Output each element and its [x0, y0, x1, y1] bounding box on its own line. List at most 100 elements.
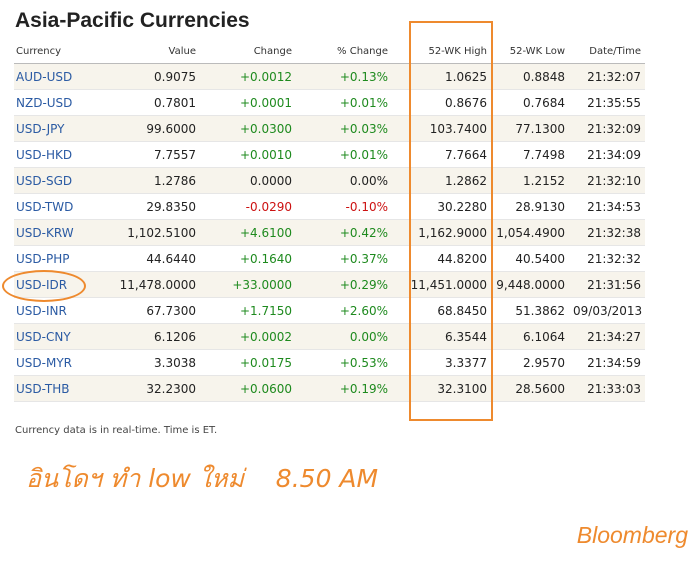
currency-link[interactable]: USD-PHP [16, 251, 70, 266]
cell-52wk-low: 0.8848 [491, 63, 569, 90]
cell-datetime: 21:35:55 [569, 89, 645, 116]
cell-currency[interactable]: USD-KRW [14, 219, 106, 246]
cell-change: +33.0000 [200, 271, 296, 298]
cell-value: 44.6440 [106, 245, 200, 272]
cell-52wk-high: 68.8450 [392, 297, 491, 324]
cell-currency[interactable]: AUD-USD [14, 63, 106, 90]
page-title: Asia-Pacific Currencies [15, 9, 250, 32]
table-row: USD-TWD 29.8350 -0.0290 -0.10% 30.2280 28.913… [14, 193, 645, 220]
cell-52wk-high: 3.3377 [392, 349, 491, 376]
currency-link[interactable]: USD-MYR [16, 355, 72, 370]
cell-52wk-high: 11,451.0000 [392, 271, 491, 298]
cell-value: 1,102.5100 [106, 219, 200, 246]
cell-value: 1.2786 [106, 167, 200, 194]
footnote: Currency data is in real-time. Time is E… [15, 425, 218, 436]
brand-watermark: Bloomberg [576, 522, 688, 548]
header-datetime[interactable]: Date/Time [569, 39, 645, 64]
cell-currency[interactable]: USD-THB [14, 375, 106, 402]
cell-52wk-low: 2.9570 [491, 349, 569, 376]
header-change[interactable]: Change [200, 39, 296, 64]
cell-change: +0.0600 [200, 375, 296, 402]
currency-link[interactable]: USD-IDR [16, 277, 68, 292]
cell-52wk-low: 28.5600 [491, 375, 569, 402]
cell-datetime: 21:34:27 [569, 323, 645, 350]
cell-datetime: 21:33:03 [569, 375, 645, 402]
cell-currency[interactable]: USD-SGD [14, 167, 106, 194]
header-currency[interactable]: Currency [14, 39, 106, 64]
cell-52wk-low: 6.1064 [491, 323, 569, 350]
table-row: USD-KRW 1,102.5100 +4.6100 +0.42% 1,162.9000… [14, 219, 645, 246]
table-row: USD-MYR 3.3038 +0.0175 +0.53% 3.3377 2.9570 21… [14, 349, 645, 376]
cell-currency[interactable]: USD-MYR [14, 349, 106, 376]
cell-52wk-high: 32.3100 [392, 375, 491, 402]
cell-datetime: 09/03/2013 [569, 297, 645, 324]
cell-change: +0.0012 [200, 63, 296, 90]
cell-change: +0.0001 [200, 89, 296, 116]
table-row: USD-JPY 99.6000 +0.0300 +0.03% 103.7400 77.13… [14, 115, 645, 142]
header-52wk-low[interactable]: 52-WK Low [491, 39, 569, 64]
currency-link[interactable]: USD-SGD [16, 173, 73, 188]
cell-currency[interactable]: USD-CNY [14, 323, 106, 350]
cell-52wk-high: 1.2862 [392, 167, 491, 194]
cell-52wk-high: 30.2280 [392, 193, 491, 220]
cell-change: +0.0175 [200, 349, 296, 376]
cell-pct-change: 0.00% [296, 323, 392, 350]
cell-pct-change: +0.42% [296, 219, 392, 246]
cell-value: 3.3038 [106, 349, 200, 376]
cell-pct-change: +0.01% [296, 89, 392, 116]
annotation-text: อินโดฯ ทำ low ใหม่ 8.50 AM [26, 464, 379, 493]
table-row: USD-SGD 1.2786 0.0000 0.00% 1.2862 1.2152 21:3… [14, 167, 645, 194]
cell-currency[interactable]: USD-PHP [14, 245, 106, 272]
cell-value: 67.7300 [106, 297, 200, 324]
cell-52wk-low: 0.7684 [491, 89, 569, 116]
cell-change: +0.0300 [200, 115, 296, 142]
cell-52wk-high: 0.8676 [392, 89, 491, 116]
cell-datetime: 21:32:07 [569, 63, 645, 90]
header-pct-change[interactable]: % Change [296, 39, 392, 64]
cell-currency[interactable]: USD-IDR [14, 271, 106, 298]
cell-52wk-high: 1,162.9000 [392, 219, 491, 246]
cell-52wk-low: 51.3862 [491, 297, 569, 324]
cell-52wk-low: 7.7498 [491, 141, 569, 168]
cell-pct-change: 0.00% [296, 167, 392, 194]
currency-link[interactable]: USD-THB [16, 381, 70, 396]
cell-currency[interactable]: NZD-USD [14, 89, 106, 116]
cell-pct-change: +0.53% [296, 349, 392, 376]
currency-link[interactable]: USD-TWD [16, 199, 74, 214]
cell-currency[interactable]: USD-INR [14, 297, 106, 324]
cell-pct-change: +0.37% [296, 245, 392, 272]
currency-link[interactable]: NZD-USD [16, 95, 73, 110]
header-52wk-high[interactable]: 52-WK High [392, 39, 491, 64]
cell-currency[interactable]: USD-HKD [14, 141, 106, 168]
cell-pct-change: -0.10% [296, 193, 392, 220]
cell-change: +0.0002 [200, 323, 296, 350]
cell-52wk-low: 1,054.4900 [491, 219, 569, 246]
cell-datetime: 21:31:56 [569, 271, 645, 298]
currency-link[interactable]: AUD-USD [16, 69, 73, 84]
cell-datetime: 21:32:09 [569, 115, 645, 142]
cell-52wk-high: 6.3544 [392, 323, 491, 350]
currency-table: Currency Value Change % Change 52-WK Hig… [14, 39, 645, 402]
cell-change: +0.0010 [200, 141, 296, 168]
currency-link[interactable]: USD-JPY [16, 121, 65, 136]
table-row: NZD-USD 0.7801 +0.0001 +0.01% 0.8676 0.7684 21… [14, 89, 645, 116]
table-row: USD-THB 32.2300 +0.0600 +0.19% 32.3100 28.560… [14, 375, 645, 402]
cell-datetime: 21:34:09 [569, 141, 645, 168]
cell-datetime: 21:34:59 [569, 349, 645, 376]
cell-datetime: 21:32:32 [569, 245, 645, 272]
cell-value: 11,478.0000 [106, 271, 200, 298]
cell-datetime: 21:34:53 [569, 193, 645, 220]
cell-value: 0.9075 [106, 63, 200, 90]
currency-link[interactable]: USD-HKD [16, 147, 73, 162]
currency-link[interactable]: USD-INR [16, 303, 67, 318]
cell-value: 7.7557 [106, 141, 200, 168]
currency-link[interactable]: USD-CNY [16, 329, 71, 344]
cell-currency[interactable]: USD-TWD [14, 193, 106, 220]
currency-link[interactable]: USD-KRW [16, 225, 74, 240]
header-value[interactable]: Value [106, 39, 200, 64]
cell-52wk-high: 44.8200 [392, 245, 491, 272]
cell-datetime: 21:32:10 [569, 167, 645, 194]
cell-change: +1.7150 [200, 297, 296, 324]
cell-value: 29.8350 [106, 193, 200, 220]
cell-currency[interactable]: USD-JPY [14, 115, 106, 142]
